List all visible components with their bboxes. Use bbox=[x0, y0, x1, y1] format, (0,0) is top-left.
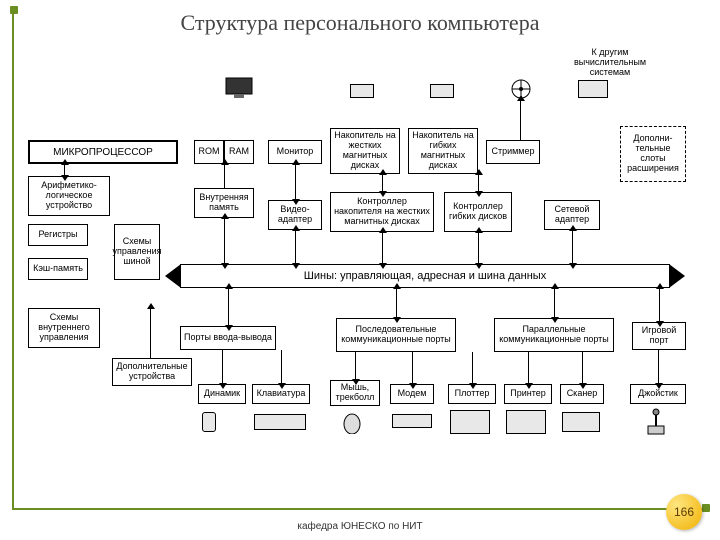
printer-icon bbox=[506, 410, 546, 434]
exp-slots-box: Дополни-тельные слоты расширения bbox=[620, 126, 686, 182]
streamer-icon bbox=[578, 80, 608, 98]
line-video-bus bbox=[295, 230, 296, 264]
plotter-icon bbox=[450, 410, 490, 434]
mouse-icon bbox=[338, 410, 366, 434]
hdd-box: Накопитель на жестких магнитных дисках bbox=[330, 128, 400, 174]
speaker-icon bbox=[202, 412, 216, 432]
internal-ctrl-box: Схемы внутреннего управления bbox=[28, 308, 100, 348]
line-par-plotter bbox=[472, 352, 473, 384]
hdd-ctrl-box: Контроллер накопителя на жестких магнитн… bbox=[330, 192, 434, 232]
line-game-joy bbox=[658, 350, 659, 384]
line-monitor-video bbox=[295, 164, 296, 200]
line-mem bbox=[224, 164, 225, 188]
registers-box: Регистры bbox=[28, 224, 88, 246]
line-fddctrl-bus bbox=[478, 232, 479, 264]
line-net-top bbox=[520, 100, 521, 140]
line-fdd bbox=[478, 174, 479, 192]
keyboard-icon bbox=[254, 414, 306, 430]
line-hdd bbox=[382, 174, 383, 192]
line-serial-mouse bbox=[355, 352, 356, 380]
line-bus-parallel bbox=[554, 288, 555, 318]
line-par-scanner bbox=[582, 352, 583, 384]
bus-ctrl-box: Схемы управления шиной bbox=[114, 224, 160, 280]
rom-box: ROM bbox=[194, 140, 224, 164]
monitor-icon bbox=[224, 76, 254, 100]
hdd-icon bbox=[350, 84, 374, 98]
microprocessor-header: МИКРОПРОЦЕССОР bbox=[28, 140, 178, 164]
scanner-icon bbox=[562, 412, 600, 432]
corner-dot-br bbox=[702, 504, 710, 512]
extra-devices-box: Дополнительные устройства bbox=[112, 358, 192, 386]
line-cpu-alu bbox=[64, 164, 65, 176]
fdd-ctrl-box: Контроллер гибких дисков bbox=[444, 192, 512, 232]
line-io-kbd bbox=[281, 350, 282, 384]
line-par-printer bbox=[528, 352, 529, 384]
line-mem-bus bbox=[224, 218, 225, 264]
cache-box: Кэш-память bbox=[28, 258, 88, 280]
diagram-area: К другим вычислительным системам МИКРОПР… bbox=[20, 48, 700, 490]
line-serial-modem bbox=[412, 352, 413, 384]
line-extra-up bbox=[150, 308, 151, 358]
fdd-box: Накопитель на гибких магнитных дисках bbox=[408, 128, 478, 174]
line-net-bus bbox=[572, 230, 573, 264]
joystick-icon bbox=[646, 408, 666, 436]
footer-text: кафедра ЮНЕСКО по НИТ bbox=[0, 521, 720, 532]
parallel-ports-box: Параллельные коммуникационные порты bbox=[494, 318, 614, 352]
alu-box: Арифметико-логическое устройство bbox=[28, 176, 110, 216]
line-bus-serial bbox=[396, 288, 397, 318]
serial-ports-box: Последовательные коммуникационные порты bbox=[336, 318, 456, 352]
line-bus-game bbox=[659, 288, 660, 322]
page-number-badge: 166 bbox=[666, 494, 702, 530]
line-io-speaker bbox=[222, 350, 223, 384]
modem-icon bbox=[392, 414, 432, 428]
streamer-box: Стриммер bbox=[486, 140, 540, 164]
line-bus-io bbox=[228, 288, 229, 326]
bus-bar: Шины: управляющая, адресная и шина данны… bbox=[180, 264, 670, 288]
label-to-other-systems: К другим вычислительным системам bbox=[560, 48, 660, 78]
line-hddctrl-bus bbox=[382, 232, 383, 264]
page-title: Структура персонального компьютера bbox=[0, 10, 720, 36]
fdd-icon bbox=[430, 84, 454, 98]
